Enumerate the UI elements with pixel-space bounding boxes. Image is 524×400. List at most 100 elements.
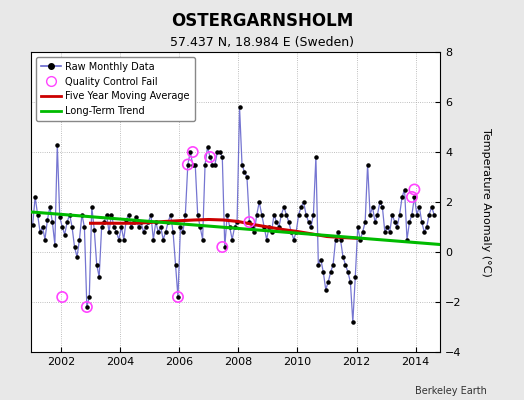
Point [208,161,216,168]
Point [83,304,91,310]
Point [149,236,158,243]
Point [235,104,244,110]
Point [181,211,190,218]
Point [400,186,409,193]
Point [36,229,44,235]
Point [97,224,106,230]
Point [80,224,89,230]
Point [53,141,61,148]
Point [319,269,328,275]
Point [425,211,433,218]
Point [139,229,148,235]
Point [119,236,128,243]
Point [326,269,335,275]
Point [46,204,54,210]
Point [292,229,300,235]
Point [282,211,290,218]
Point [428,204,436,210]
Y-axis label: Temperature Anomaly (°C): Temperature Anomaly (°C) [481,128,491,276]
Point [161,229,170,235]
Point [309,211,318,218]
Point [420,229,429,235]
Point [85,294,93,300]
Point [88,204,96,210]
Point [125,211,133,218]
Point [34,211,42,218]
Point [408,211,416,218]
Point [376,199,384,205]
Point [233,219,241,225]
Point [358,229,367,235]
Point [102,211,111,218]
Point [354,224,362,230]
Point [410,186,419,193]
Point [255,199,264,205]
Point [398,194,406,200]
Point [378,204,387,210]
Point [60,231,69,238]
Point [189,149,197,155]
Point [344,269,352,275]
Point [115,236,123,243]
Point [191,161,200,168]
Point [280,204,288,210]
Point [383,224,391,230]
Point [31,194,39,200]
Point [253,211,261,218]
Point [38,224,47,230]
Point [241,169,249,175]
Point [366,211,374,218]
Point [154,229,162,235]
Point [110,224,118,230]
Point [167,211,175,218]
Point [211,161,219,168]
Point [58,294,67,300]
Point [410,194,419,200]
Point [83,304,91,310]
Point [48,219,57,225]
Point [68,224,77,230]
Point [265,224,274,230]
Point [272,219,281,225]
Point [43,216,52,223]
Point [174,294,182,300]
Point [346,279,355,285]
Point [267,229,276,235]
Point [390,219,399,225]
Point [137,219,145,225]
Point [329,261,337,268]
Point [134,224,143,230]
Point [75,236,84,243]
Point [356,236,364,243]
Point [238,161,246,168]
Point [334,229,342,235]
Point [186,149,194,155]
Point [151,219,160,225]
Point [294,211,303,218]
Point [183,161,192,168]
Point [299,199,308,205]
Point [73,254,81,260]
Point [243,174,251,180]
Point [341,261,350,268]
Point [176,224,184,230]
Point [28,221,37,228]
Point [386,229,394,235]
Point [206,154,214,160]
Point [144,219,152,225]
Point [225,224,234,230]
Point [164,219,172,225]
Point [93,261,101,268]
Point [302,211,310,218]
Point [218,154,226,160]
Point [257,211,266,218]
Point [41,236,49,243]
Point [70,244,79,250]
Point [117,224,126,230]
Point [90,226,99,233]
Point [245,219,254,225]
Point [339,254,347,260]
Point [147,211,155,218]
Point [107,211,116,218]
Point [322,286,330,293]
